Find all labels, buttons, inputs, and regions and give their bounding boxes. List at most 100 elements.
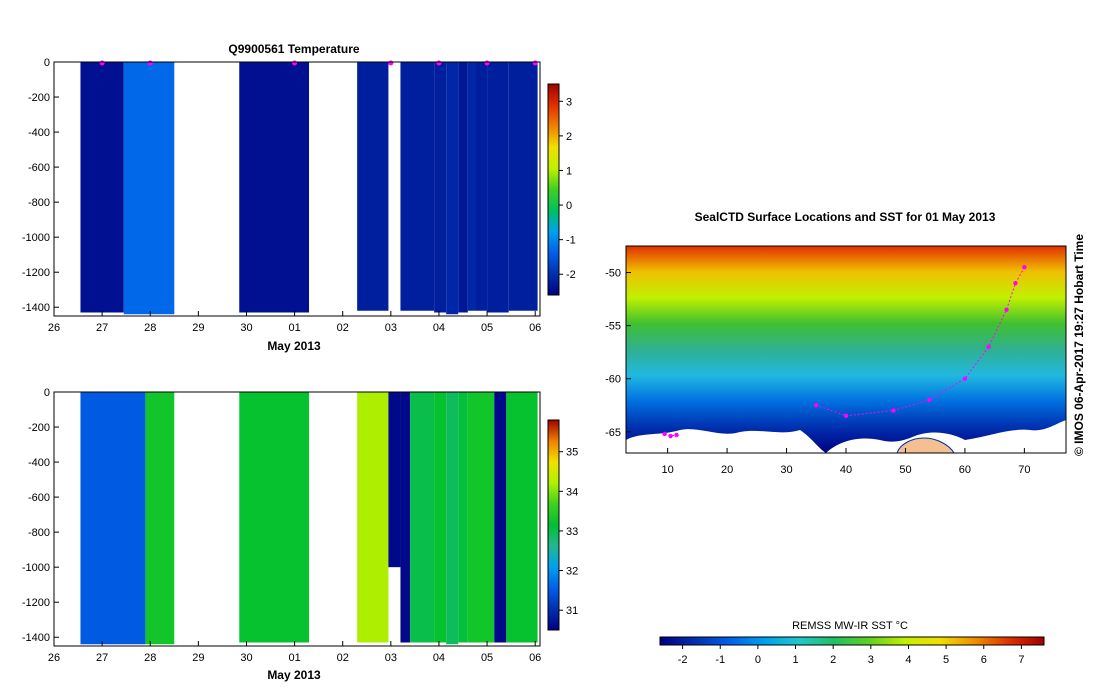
- x-tick-label: 03: [385, 652, 397, 664]
- colorbar-tick-label: 33: [566, 526, 578, 538]
- colorbar-tick-label: 34: [566, 486, 578, 498]
- track-point: [891, 408, 896, 413]
- y-tick-label: -1000: [22, 232, 50, 244]
- profile-bar: [506, 392, 538, 643]
- sst-colorbar-tick-label: 1: [792, 654, 798, 666]
- x-tick-label: 04: [433, 652, 445, 664]
- y-tick-label: -400: [28, 457, 50, 469]
- profile-bar: [508, 62, 538, 311]
- x-tick-label: 01: [288, 652, 300, 664]
- y-tick-label: 0: [44, 387, 50, 399]
- map-y-tick-label: -55: [605, 321, 621, 333]
- colorbar-tick-label: 1: [566, 165, 572, 177]
- sst-colorbar-tick-label: 7: [1018, 654, 1024, 666]
- profile-bar: [475, 62, 488, 311]
- track-point: [662, 431, 667, 437]
- colorbar-tick-label: 31: [566, 605, 578, 617]
- x-tick-label: 02: [337, 322, 349, 334]
- y-tick-label: -1200: [22, 597, 50, 609]
- sst-colorbar-tick-label: 5: [943, 654, 949, 666]
- map-x-axis: 10 20 30 40 50 60 70: [661, 448, 1031, 476]
- map-y-tick-label: -50: [605, 268, 621, 280]
- map-y-axis: -50 -55 -60 -65: [605, 268, 631, 439]
- salinity-panel: 0-200-400-600-800-1000-1200-1400 26 27 28 2…: [22, 387, 578, 682]
- track-point: [674, 432, 679, 438]
- profile-bar: [388, 392, 401, 568]
- temperature-colorbar: [547, 83, 560, 296]
- temperature-title: Q9900561 Temperature: [228, 42, 360, 56]
- profile-bar: [487, 62, 509, 313]
- seal-track-east: [816, 266, 1025, 417]
- profile-bar: [357, 62, 389, 311]
- temperature-plot-frame: [53, 61, 541, 317]
- profile-bar: [400, 392, 411, 643]
- profile-bar: [145, 392, 175, 645]
- profile-bar: [80, 392, 146, 645]
- seal-tracks: [662, 265, 1027, 439]
- colorbar-tick-label: 35: [566, 447, 578, 459]
- track-point: [962, 376, 968, 381]
- sst-colorbar-tick-label: 0: [755, 654, 761, 666]
- profile-bar: [434, 62, 447, 313]
- x-tick-label: 06: [529, 322, 541, 334]
- map-x-tick-label: 40: [840, 464, 852, 476]
- map-y-tick-label: -60: [605, 374, 621, 386]
- map-title: SealCTD Surface Locations and SST for 01…: [695, 210, 996, 224]
- colorbar-tick-label: 2: [566, 131, 572, 143]
- sst-colorbar-tick-label: 2: [830, 654, 836, 666]
- map-field: [626, 246, 1066, 453]
- imos-credit: © IMOS 06-Apr-2017 19:27 Hobart Time: [1072, 234, 1086, 456]
- y-tick-label: -1400: [22, 632, 50, 644]
- salinity-x-axis: 26 27 28 29 30 01 02 03 04 05 06: [48, 641, 541, 664]
- x-tick-label: 30: [240, 322, 252, 334]
- surface-marker: [484, 60, 490, 66]
- y-tick-label: -1400: [22, 302, 50, 314]
- surface-marker: [147, 60, 153, 66]
- profile-bar: [123, 62, 175, 315]
- y-tick-label: -200: [28, 92, 50, 104]
- profile-bar: [239, 392, 310, 643]
- profile-bar: [434, 392, 447, 643]
- profile-bar: [357, 392, 389, 643]
- track-point: [1013, 280, 1018, 286]
- temperature-x-axis: 26 27 28 29 30 01 02 03 04 05 06: [48, 311, 541, 334]
- antarctic-ice-east: [826, 420, 1066, 453]
- profile-bar: [467, 392, 495, 643]
- x-tick-label: 26: [48, 652, 60, 664]
- salinity-colorbar: [547, 419, 560, 631]
- temperature-colorbar-ticks: 3 2 1 0 -1 -2: [559, 96, 576, 281]
- x-tick-label: 26: [48, 322, 60, 334]
- x-tick-label: 02: [337, 652, 349, 664]
- track-point: [843, 413, 849, 419]
- sst-colorbar-tick-label: -1: [715, 654, 725, 666]
- temperature-profiles: [80, 62, 538, 315]
- colorbar-tick-label: -1: [566, 235, 576, 247]
- sst-colorbar-tick-label: 3: [868, 654, 874, 666]
- track-point: [1022, 265, 1027, 270]
- map-x-tick-label: 10: [661, 464, 673, 476]
- antarctic-land: [896, 437, 955, 453]
- y-tick-label: 0: [44, 57, 50, 69]
- x-tick-label: 27: [96, 322, 108, 334]
- salinity-plot-frame: [53, 391, 541, 647]
- colorbar-tick-label: 3: [566, 96, 572, 108]
- profile-bar: [467, 62, 476, 311]
- y-tick-label: -1000: [22, 562, 50, 574]
- sst-colorbar-label: REMSS MW-IR SST °C: [792, 620, 908, 632]
- profile-bar: [458, 392, 468, 643]
- salinity-x-label: May 2013: [267, 668, 321, 682]
- y-tick-label: -1200: [22, 267, 50, 279]
- map-x-tick-label: 20: [721, 464, 733, 476]
- sst-colorbar-tick-label: 4: [905, 654, 911, 666]
- sst-colorbar-tick-label: -2: [678, 654, 688, 666]
- track-point: [668, 433, 673, 439]
- track-point: [1004, 307, 1009, 312]
- x-tick-label: 28: [144, 322, 156, 334]
- y-tick-label: -200: [28, 422, 50, 434]
- x-tick-label: 06: [529, 652, 541, 664]
- x-tick-label: 29: [192, 652, 204, 664]
- x-tick-label: 05: [481, 652, 493, 664]
- surface-marker: [292, 60, 298, 66]
- surface-marker: [532, 60, 538, 66]
